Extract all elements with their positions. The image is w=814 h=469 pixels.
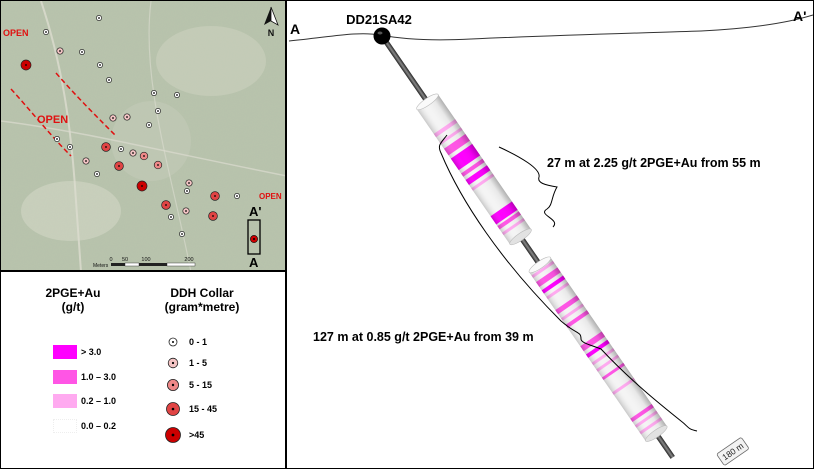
topographic-surface-line (288, 14, 813, 42)
collar-legend-symbols (165, 337, 181, 443)
legend-panel: 2PGE+Au (g/t) > 3.0 1.0 – 3.0 0.2 – 1.0 … (0, 271, 286, 469)
open-boundary-east (55, 72, 117, 137)
drill-collar-marker (153, 160, 163, 170)
drill-collar-marker (210, 191, 220, 201)
scale-bar: Meters 0 50 100 200 (93, 257, 196, 269)
drill-collar-marker (96, 15, 102, 21)
drill-collars (20, 15, 240, 237)
drill-collar-marker (106, 77, 112, 83)
core-interval-upper (416, 93, 532, 246)
drill-collar-marker (129, 149, 137, 157)
drill-collar-marker (114, 161, 124, 171)
core-interval-lower (528, 256, 668, 442)
collar-label-0-1: 0 - 1 (189, 337, 208, 347)
drill-collar-marker (174, 92, 180, 98)
open-label-east: OPEN (259, 192, 282, 201)
drill-collar-marker (79, 49, 85, 55)
section-end-label-a-prime: A' (793, 8, 806, 24)
grade-swatch-nil (53, 419, 77, 433)
drill-collar-marker (161, 200, 171, 210)
grade-label-high: > 3.0 (81, 347, 102, 357)
aerial-map: OPEN OPEN OPEN N A' A Meters (1, 1, 285, 270)
open-boundary-west (10, 88, 72, 157)
drill-collar-marker (56, 47, 64, 55)
drill-collar-marker (185, 179, 193, 187)
drill-collar-marker (179, 231, 185, 237)
collar-label-15-45: 15 - 45 (189, 404, 218, 414)
drill-collar-marker (67, 144, 73, 150)
grade-label-low: 0.2 – 1.0 (81, 396, 117, 406)
collar-legend-title: DDH Collar (gram*metre) (147, 286, 257, 314)
location-map-panel: OPEN OPEN OPEN N A' A Meters (0, 0, 286, 271)
collar-label-5-15: 5 - 15 (189, 380, 213, 390)
hole-id-label: DD21SA42 (346, 12, 412, 27)
collar-label-45-plus: >45 (189, 430, 205, 440)
drill-collar-marker (139, 151, 149, 161)
section-box (247, 219, 261, 255)
drill-collar-marker (136, 180, 148, 192)
open-label-west: OPEN (37, 114, 68, 126)
intercept-bracket-upper (498, 146, 558, 228)
drill-collar-icon (373, 27, 391, 45)
scale-tick-0: 0 (109, 257, 112, 263)
intercept-bracket-lower (438, 134, 698, 432)
cross-section-diagram: A A' DD21SA42 27 m at 2.25 g/t 2PGE+Au f… (288, 8, 813, 466)
grade-legend-title-line2: (g/t) (61, 300, 85, 314)
cross-section-panel: A A' DD21SA42 27 m at 2.25 g/t 2PGE+Au f… (286, 0, 814, 469)
north-label: N (268, 28, 275, 38)
section-end-label-a: A (290, 21, 300, 37)
drill-collar-marker (168, 214, 174, 220)
scale-tick-200: 200 (184, 257, 193, 263)
collar-label-1-5: 1 - 5 (189, 358, 208, 368)
collar-legend-title-line1: DDH Collar (170, 286, 234, 300)
scale-tick-100: 100 (141, 257, 150, 263)
scale-tick-50: 50 (122, 257, 128, 263)
section-label-a-prime: A' (249, 204, 261, 219)
drill-collar-marker (208, 211, 218, 221)
grade-swatch-low (53, 394, 77, 408)
drill-collar-marker (109, 114, 117, 122)
north-arrow-icon (264, 6, 279, 26)
end-of-hole-tag: 180 m (716, 437, 749, 466)
grade-swatch-mid (53, 370, 77, 384)
drill-collar-marker (146, 122, 152, 128)
grade-legend-title-line1: 2PGE+Au (45, 286, 101, 300)
open-label-northwest: OPEN (3, 28, 29, 38)
drill-collar-marker (94, 171, 100, 177)
drill-hole-trace (379, 34, 675, 459)
intercept-label-lower: 127 m at 0.85 g/t 2PGE+Au from 39 m (313, 330, 534, 344)
grade-label-nil: 0.0 – 0.2 (81, 421, 117, 431)
intercept-label-upper: 27 m at 2.25 g/t 2PGE+Au from 55 m (547, 156, 761, 170)
grade-swatch-high (53, 345, 77, 359)
drill-collar-marker (155, 108, 161, 114)
collar-legend-title-line2: (gram*metre) (164, 300, 240, 314)
drill-collar-marker (101, 142, 111, 152)
drill-collar-marker (151, 90, 157, 96)
drill-collar-marker (82, 157, 90, 165)
drill-collar-marker (43, 29, 49, 35)
scale-unit-label: Meters (93, 263, 109, 269)
drill-collar-marker (182, 207, 190, 215)
section-label-a: A (249, 255, 259, 270)
drill-collar-marker (184, 188, 190, 194)
drill-collar-marker (20, 59, 32, 71)
drill-collar-marker (118, 146, 124, 152)
grade-label-mid: 1.0 – 3.0 (81, 372, 117, 382)
drill-collar-marker (123, 113, 131, 121)
grade-legend-title: 2PGE+Au (g/t) (33, 286, 113, 314)
drill-collar-marker (234, 193, 240, 199)
drill-collar-marker (97, 62, 103, 68)
drill-collar-marker (54, 136, 60, 142)
